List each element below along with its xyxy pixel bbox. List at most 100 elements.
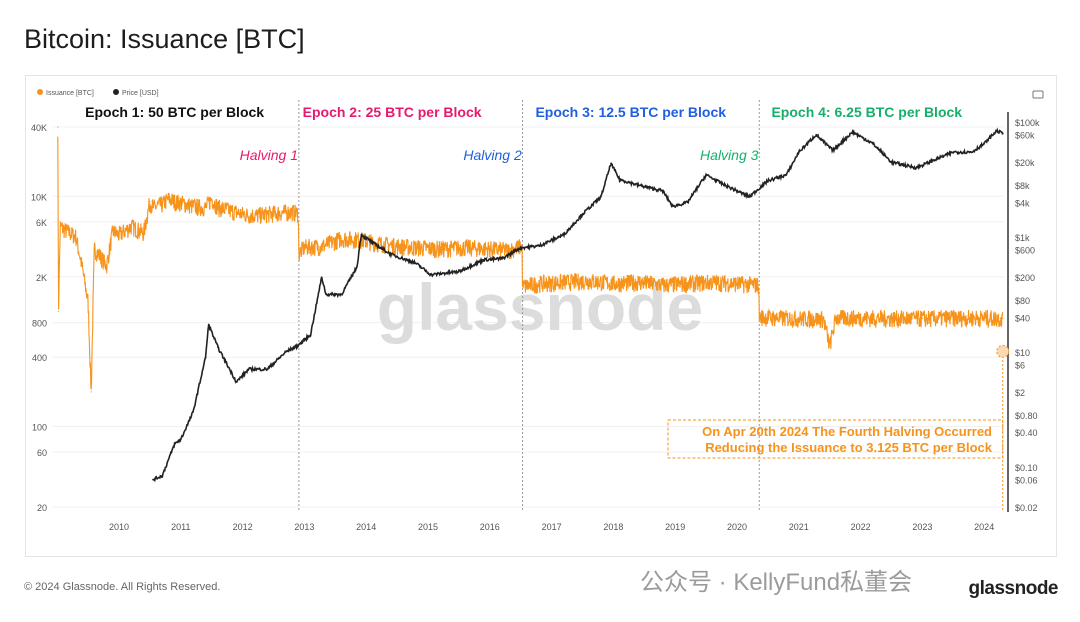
issuance-point: [291, 211, 293, 213]
issuance-point: [297, 212, 299, 215]
price-point: [831, 149, 834, 152]
issuance-point: [93, 248, 95, 250]
issuance-point: [822, 318, 825, 320]
left-tick-label: 6K: [36, 218, 47, 228]
x-tick-label: 2019: [665, 522, 685, 532]
price-point: [414, 262, 417, 264]
glassnode-logo: glassnode: [968, 578, 1059, 599]
right-tick-label: $20k: [1015, 158, 1035, 168]
price-point: [971, 151, 973, 153]
issuance-point: [662, 284, 664, 286]
x-tick-label: 2013: [294, 522, 314, 532]
price-point: [320, 276, 323, 278]
epoch-label: Epoch 4: 6.25 BTC per Block: [771, 104, 962, 120]
issuance-point: [254, 214, 256, 217]
price-point: [705, 174, 707, 176]
price-point: [161, 474, 164, 477]
price-point: [890, 161, 893, 163]
right-tick-label: $40: [1015, 313, 1030, 323]
left-tick-label: 10K: [31, 192, 47, 202]
issuance-point: [266, 213, 268, 215]
right-tick-label: $0.80: [1015, 411, 1038, 421]
x-tick-label: 2010: [109, 522, 129, 532]
issuance-point: [180, 202, 182, 204]
issuance-point: [87, 301, 89, 303]
right-tick-label: $4k: [1015, 198, 1030, 208]
issuance-point: [59, 225, 61, 227]
issuance-point: [507, 249, 509, 251]
x-tick-label: 2012: [233, 522, 253, 532]
x-tick-label: 2021: [789, 522, 809, 532]
price-point: [872, 142, 874, 145]
issuance-point: [62, 228, 64, 230]
price-point: [152, 478, 154, 481]
annotation-text: Reducing the Issuance to 3.125 BTC per B…: [705, 440, 993, 455]
price-point: [767, 179, 769, 182]
issuance-point: [112, 230, 114, 232]
issuance-point: [377, 242, 380, 244]
issuance-point: [149, 200, 151, 203]
issuance-point: [538, 282, 540, 285]
price-point: [371, 241, 374, 244]
issuance-point: [1002, 317, 1004, 319]
price-point: [815, 133, 817, 136]
issuance-point: [489, 248, 491, 250]
issuance-point: [758, 284, 760, 286]
issuance-point: [322, 245, 324, 247]
price-point: [173, 443, 176, 445]
price-point: [204, 356, 207, 359]
legend-dot-price: [113, 89, 119, 95]
issuance-point: [217, 206, 219, 209]
price-point: [180, 438, 182, 441]
left-tick-label: 800: [32, 319, 47, 329]
price-series-line: [152, 127, 1004, 483]
price-point: [501, 257, 503, 260]
price-point: [207, 323, 210, 326]
issuance-point: [242, 213, 244, 215]
right-tick-label: $0.10: [1015, 463, 1038, 473]
price-point: [360, 233, 363, 236]
price-point: [538, 245, 541, 247]
issuance-point: [415, 246, 417, 248]
left-tick-label: 400: [32, 353, 47, 363]
issuance-point: [303, 246, 305, 248]
issuance-point: [167, 198, 170, 200]
issuance-point: [890, 317, 893, 319]
issuance-point: [921, 317, 924, 319]
chart-card: [25, 75, 1057, 557]
issuance-point: [99, 255, 102, 258]
right-tick-label: $200: [1015, 273, 1035, 283]
issuance-point: [211, 198, 213, 200]
issuance-point: [81, 265, 83, 267]
price-point: [340, 293, 343, 296]
price-point: [309, 333, 312, 336]
x-tick-label: 2017: [542, 522, 562, 532]
price-point: [915, 166, 918, 169]
price-point: [798, 151, 800, 153]
price-point: [563, 233, 565, 236]
copyright: © 2024 Glassnode. All Rights Reserved.: [24, 581, 221, 593]
right-tick-label: $80: [1015, 296, 1030, 306]
issuance-point: [68, 232, 71, 234]
issuance-point: [90, 391, 92, 393]
right-tick-label: $6: [1015, 361, 1025, 371]
issuance-point: [637, 281, 639, 283]
annotation-text: On Apr 20th 2024 The Fourth Halving Occu…: [702, 424, 992, 439]
price-point: [610, 162, 612, 165]
issuance-point: [521, 285, 524, 287]
price-point: [851, 131, 854, 133]
issuance-point: [152, 206, 154, 209]
issuance-point: [588, 280, 590, 282]
left-tick-label: 60: [37, 448, 47, 458]
price-point: [637, 184, 639, 186]
right-tick-label: $10: [1015, 348, 1030, 358]
price-point: [192, 411, 194, 413]
price-point: [933, 158, 936, 161]
price-point: [785, 174, 788, 176]
issuance-point: [563, 281, 565, 283]
price-point: [662, 190, 664, 192]
right-tick-label: $1k: [1015, 233, 1030, 243]
right-tick-label: $600: [1015, 246, 1035, 256]
